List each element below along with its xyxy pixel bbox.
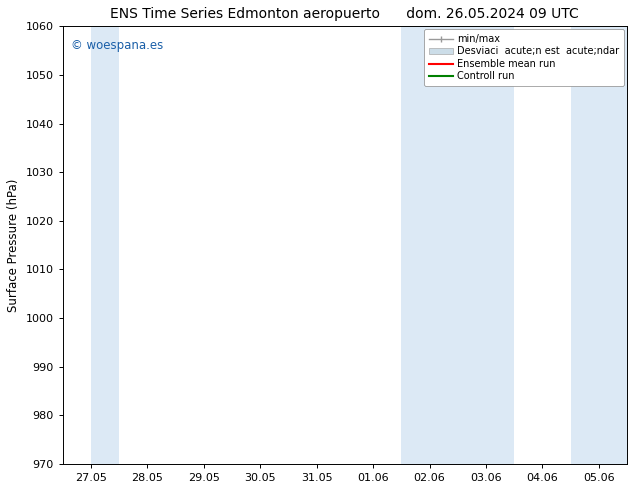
Bar: [91, 26, 119, 464]
Bar: [571, 26, 627, 464]
Y-axis label: Surface Pressure (hPa): Surface Pressure (hPa): [7, 178, 20, 312]
Text: © woespana.es: © woespana.es: [71, 39, 164, 52]
Title: ENS Time Series Edmonton aeropuerto      dom. 26.05.2024 09 UTC: ENS Time Series Edmonton aeropuerto dom.…: [110, 7, 579, 21]
Legend: min/max, Desviaci  acute;n est  acute;ndar, Ensemble mean run, Controll run: min/max, Desviaci acute;n est acute;ndar…: [424, 29, 624, 86]
Bar: [401, 26, 514, 464]
